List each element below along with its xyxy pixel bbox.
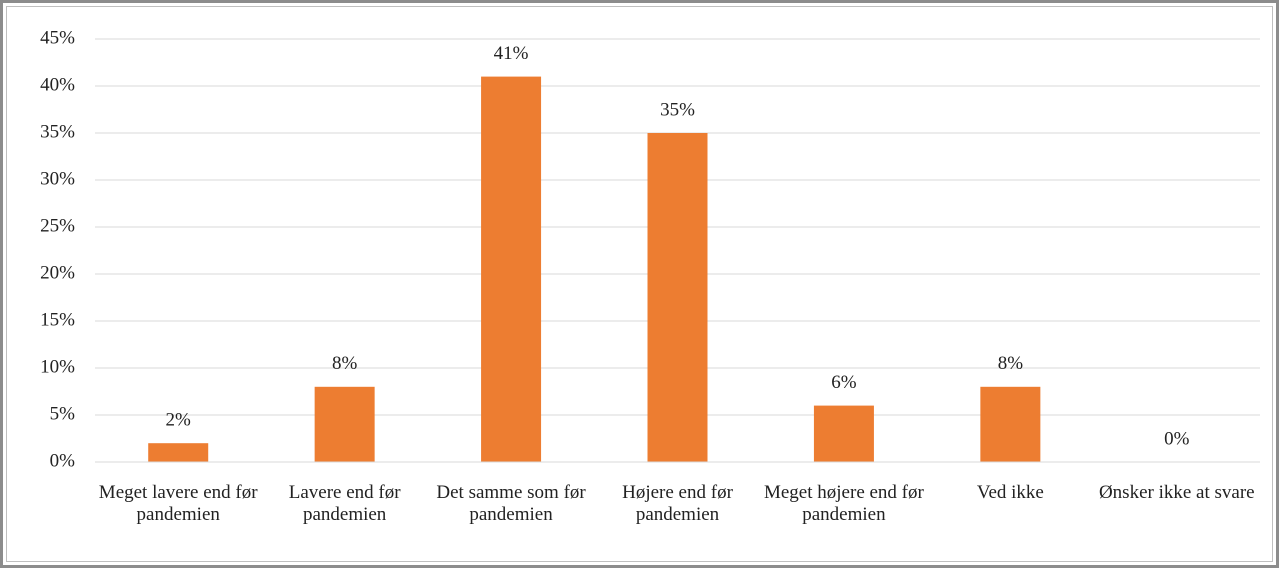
value-label: 6% — [831, 372, 857, 393]
value-label: 8% — [332, 353, 358, 374]
x-tick-label: Ved ikke — [976, 482, 1044, 503]
x-tick-label: Meget højere end før pandemien — [763, 482, 924, 525]
y-tick-label: 0% — [50, 450, 76, 471]
y-tick-label: 20% — [40, 262, 75, 283]
value-label: 8% — [998, 353, 1024, 374]
x-tick-label: Lavere end før pandemien — [288, 482, 401, 525]
value-label: 41% — [494, 43, 529, 64]
y-tick-label: 40% — [40, 74, 75, 95]
y-tick-label: 30% — [40, 168, 75, 189]
x-tick-label: Ønsker ikke at svare — [1098, 482, 1255, 503]
bar — [314, 386, 375, 462]
y-tick-label: 5% — [50, 403, 76, 424]
y-tick-label: 35% — [40, 121, 75, 142]
x-tick-label: Det samme som før pandemien — [436, 482, 586, 525]
y-tick-label: 15% — [40, 309, 75, 330]
bar — [813, 405, 874, 462]
value-label: 0% — [1164, 428, 1190, 449]
bar — [980, 386, 1041, 462]
x-tick-label: Højere end før pandemien — [622, 482, 733, 525]
bar — [481, 76, 542, 462]
value-label: 35% — [660, 99, 695, 120]
y-tick-label: 10% — [40, 356, 75, 377]
y-tick-label: 25% — [40, 215, 75, 236]
x-tick-label: Meget lavere end før pandemien — [98, 482, 258, 525]
bar — [647, 133, 708, 462]
value-label: 2% — [166, 410, 192, 431]
chart-inner-border — [6, 6, 1273, 562]
y-tick-label: 45% — [40, 27, 75, 48]
bar — [148, 443, 209, 462]
